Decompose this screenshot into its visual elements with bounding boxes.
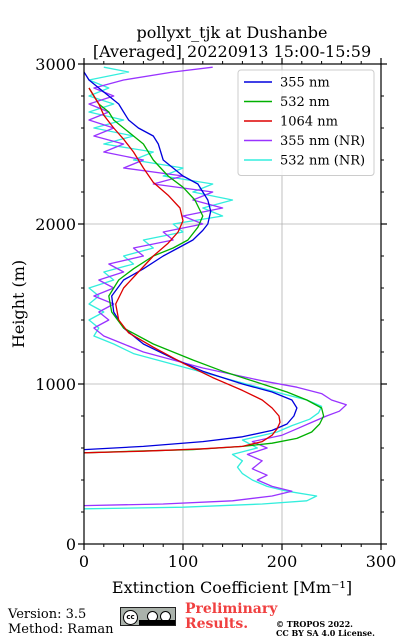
copyright-line1: © TROPOS 2022. (276, 619, 353, 629)
legend-label: 355 nm (NR) (280, 134, 365, 149)
x-tick-label: 100 (168, 552, 199, 571)
cc-license-icon: cc (120, 607, 176, 626)
series-line-532-nm (84, 87, 325, 454)
y-tick-label: 3000 (35, 55, 76, 74)
y-tick-label: 1000 (35, 375, 76, 394)
x-axis-label: Extinction Coefficient [Mm⁻¹] (112, 578, 352, 597)
series-line-355-nm (84, 71, 298, 451)
legend-label: 1064 nm (280, 115, 338, 130)
copyright-text: © TROPOS 2022. CC BY SA 4.0 License. (276, 620, 375, 638)
y-tick-label: 2000 (35, 215, 76, 234)
series-line-355-nm-nr- (84, 66, 347, 507)
preliminary-results-text: Preliminary Results. (185, 602, 277, 632)
chart-title-line1: pollyxt_tjk at Dushanbe (136, 23, 327, 42)
legend-label: 355 nm (280, 76, 330, 91)
legend-box (237, 69, 375, 176)
cc-badge-bar (139, 620, 175, 625)
method-text: Method: Raman (8, 622, 114, 637)
extinction-profile-chart: pollyxt_tjk at Dushanbe [Averaged] 20220… (9, 23, 396, 597)
version-text: Version: 3.5 (8, 607, 87, 622)
series-lines (84, 66, 347, 510)
chart-title-line2: [Averaged] 20220913 15:00-15:59 (93, 42, 371, 61)
legend: 355 nm 532 nm 1064 nm 355 nm (NR) 532 nm (NR… (237, 69, 375, 176)
x-tick-label: 200 (267, 552, 298, 571)
series-line-532-nm-nr- (84, 66, 323, 510)
legend-label: 532 nm (NR) (280, 154, 365, 169)
y-axis-label: Height (m) (9, 260, 28, 348)
preliminary-line1: Preliminary (185, 601, 278, 617)
preliminary-line2: Results. (185, 616, 249, 632)
x-tick-label: 0 (79, 552, 89, 571)
cc-badge-label: cc (123, 610, 138, 625)
plot-frame (83, 63, 382, 545)
y-tick-label: 0 (66, 535, 76, 554)
copyright-line2: CC BY SA 4.0 License. (276, 628, 375, 638)
x-tick-label: 300 (366, 552, 397, 571)
series-line-1064-nm (84, 87, 281, 454)
legend-label: 532 nm (280, 95, 330, 110)
